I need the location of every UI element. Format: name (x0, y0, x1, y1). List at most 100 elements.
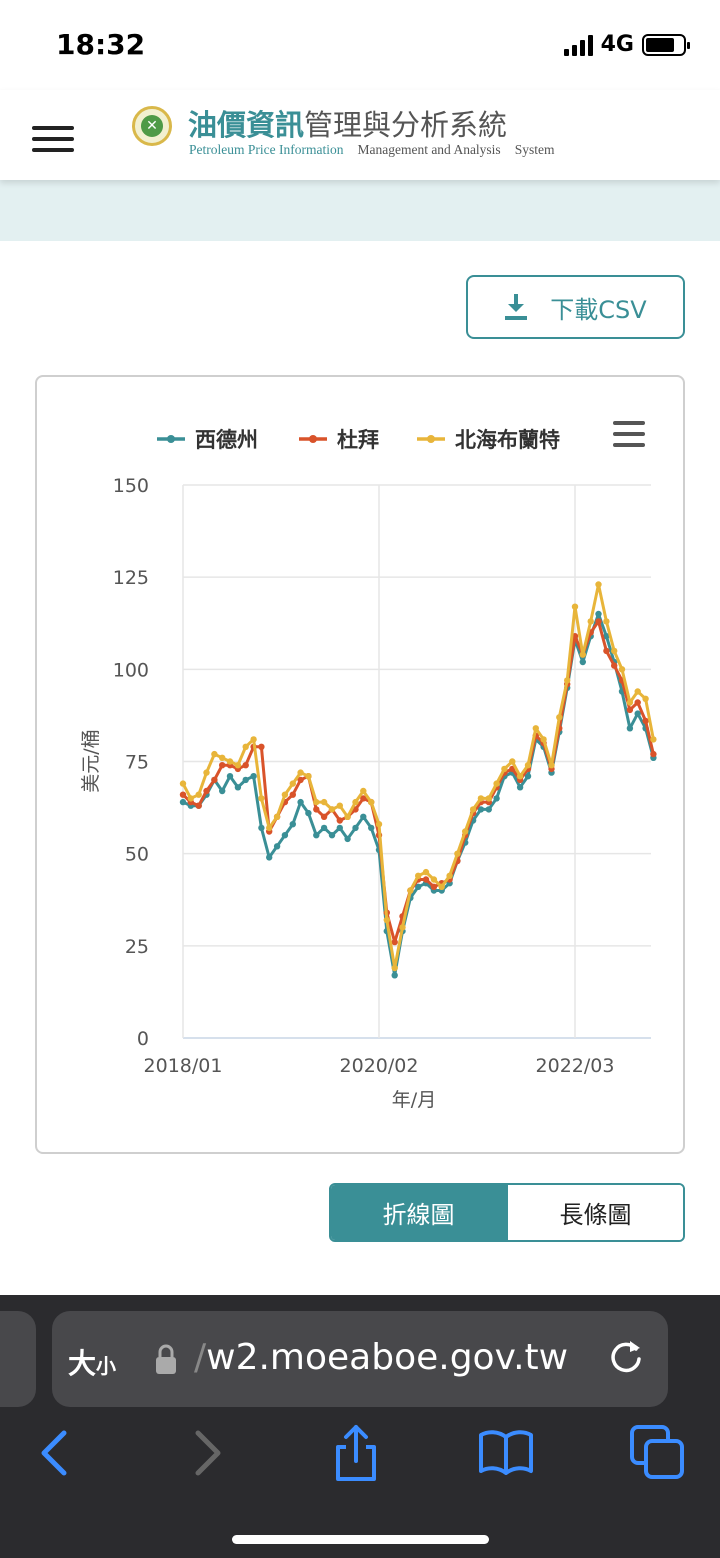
legend-label: 杜拜 (337, 428, 379, 452)
status-bar: 18:32 4G (0, 0, 720, 90)
data-point (477, 806, 485, 813)
data-point (564, 677, 571, 684)
data-point (391, 972, 398, 979)
data-point (344, 813, 351, 820)
x-tick-label: 2020/02 (340, 1055, 419, 1077)
data-point (313, 798, 320, 806)
data-point (360, 795, 367, 802)
back-icon[interactable] (24, 1423, 84, 1483)
series-line (182, 612, 655, 977)
site-subtitle-3: System (514, 142, 555, 157)
data-point (273, 843, 281, 850)
data-point (642, 695, 649, 702)
data-point (328, 806, 336, 813)
text-size-button[interactable]: 大小 (68, 1342, 116, 1382)
data-point (579, 651, 586, 658)
previous-tab-peek[interactable] (0, 1311, 36, 1407)
data-point (289, 821, 296, 828)
data-point (422, 876, 430, 883)
bar-chart-tab[interactable]: 長條圖 (506, 1185, 683, 1240)
data-point (524, 773, 532, 780)
data-point (179, 791, 187, 798)
data-point (297, 798, 304, 806)
series-group (179, 610, 657, 979)
data-point (516, 773, 524, 780)
hamburger-icon[interactable] (32, 126, 74, 152)
page-heading-band (0, 180, 720, 241)
site-title-strong: 油價資訊 (188, 108, 305, 142)
address-bar[interactable]: 大小 /w2.moeaboe.gov.tw (52, 1311, 668, 1407)
download-csv-label: 下載CSV (550, 295, 647, 324)
y-tick-label: 50 (125, 844, 149, 866)
data-point (258, 743, 265, 750)
line-chart-tab[interactable]: 折線圖 (331, 1185, 506, 1240)
lock-icon (156, 1344, 176, 1374)
data-point (226, 758, 234, 765)
data-point (509, 758, 516, 765)
data-point (219, 762, 226, 769)
data-point (407, 887, 414, 894)
data-point (485, 795, 492, 802)
data-point (634, 688, 641, 695)
data-point (234, 762, 242, 769)
data-point (642, 717, 649, 725)
y-tick-label: 150 (113, 475, 149, 497)
site-title[interactable]: 油價資訊管理與分析系統 (188, 102, 507, 144)
data-point (634, 699, 641, 706)
site-subtitle-1: Petroleum Price Information (189, 142, 344, 157)
x-tick-label: 2018/01 (144, 1055, 223, 1077)
data-point (391, 938, 398, 946)
data-point (273, 813, 281, 820)
data-point (187, 795, 194, 802)
data-point (360, 813, 367, 820)
data-point (250, 773, 257, 780)
x-axis-ticks: 2018/01 2020/02 2022/03 (144, 1055, 615, 1077)
network-type: 4G (600, 32, 634, 57)
data-point (242, 743, 249, 750)
data-point (242, 776, 249, 784)
download-icon (505, 294, 528, 320)
data-point (556, 714, 563, 721)
legend-label: 西德州 (195, 428, 258, 452)
data-point (454, 850, 461, 857)
data-point (289, 780, 296, 787)
site-subtitle: Petroleum Price Information Management an… (189, 142, 554, 158)
reload-icon[interactable] (606, 1337, 646, 1377)
y-axis-label: 美元/桶 (80, 729, 102, 792)
data-point (618, 666, 626, 673)
data-point (516, 784, 524, 791)
data-point (297, 776, 304, 784)
battery-icon (642, 33, 690, 56)
data-point (579, 658, 586, 666)
status-time: 18:32 (56, 28, 146, 61)
data-point (493, 780, 500, 787)
forward-icon[interactable] (178, 1423, 238, 1483)
data-point (179, 780, 187, 787)
data-point (219, 787, 226, 795)
data-point (415, 883, 422, 890)
tabs-icon[interactable] (628, 1423, 688, 1483)
data-point (266, 854, 273, 861)
data-point (297, 769, 304, 776)
data-point (328, 832, 336, 839)
url-text[interactable]: /w2.moeaboe.gov.tw (194, 1337, 568, 1378)
data-point (203, 787, 210, 795)
data-point (313, 806, 320, 813)
data-point (281, 791, 289, 798)
data-point (305, 809, 312, 817)
bookmarks-icon[interactable] (476, 1423, 536, 1483)
url-domain: w2.moeaboe.gov.tw (206, 1337, 569, 1378)
data-point (422, 868, 430, 876)
bureau-logo[interactable]: ✕ (132, 106, 172, 146)
data-point (603, 647, 610, 655)
y-tick-label: 100 (113, 659, 149, 681)
data-point (344, 835, 351, 843)
share-icon[interactable] (326, 1423, 386, 1483)
data-point (524, 762, 532, 769)
chart-card: 0 25 50 75 100 125 150 2018/01 2020/02 2022/03 西… (35, 375, 685, 1154)
chart-menu-icon[interactable] (613, 421, 645, 447)
home-indicator (232, 1535, 489, 1544)
download-csv-button[interactable]: 下載CSV (466, 275, 685, 339)
data-point (438, 883, 445, 890)
data-point (219, 754, 226, 761)
